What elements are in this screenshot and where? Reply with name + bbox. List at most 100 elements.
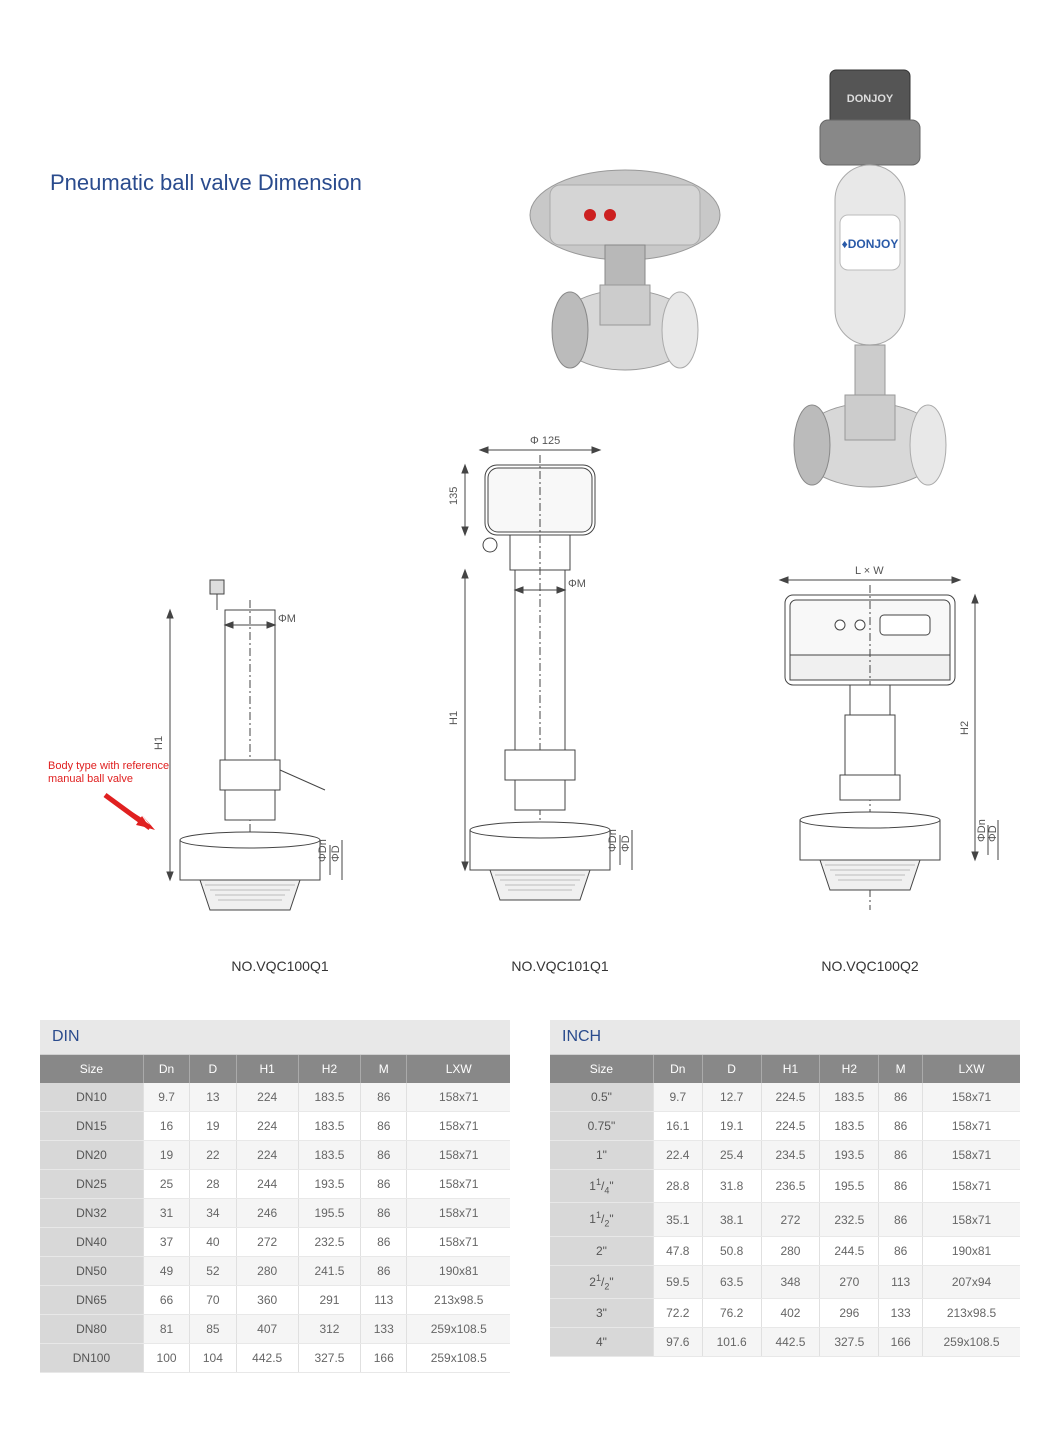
table-cell: 86 [879, 1170, 923, 1203]
table-cell: 236.5 [761, 1170, 820, 1203]
table-cell: 1" [550, 1141, 653, 1170]
table-cell: 47.8 [653, 1236, 702, 1265]
table-cell: 86 [361, 1112, 407, 1141]
table-cell: DN20 [40, 1141, 143, 1170]
table-cell: 158x71 [407, 1141, 510, 1170]
table-cell: 259x108.5 [923, 1328, 1020, 1357]
table-cell: 207x94 [923, 1265, 1020, 1298]
table-row: DN201922224183.586158x71 [40, 1141, 510, 1170]
table-cell: 193.5 [298, 1170, 360, 1199]
table-row: DN808185407312133259x108.5 [40, 1315, 510, 1344]
table-cell: 86 [361, 1199, 407, 1228]
table-cell: 16 [143, 1112, 189, 1141]
svg-text:ΦM: ΦM [568, 578, 586, 590]
table-header: H2 [298, 1055, 360, 1083]
table-cell: 166 [361, 1344, 407, 1373]
svg-text:ΦDn: ΦDn [607, 829, 619, 852]
svg-text:ΦDn: ΦDn [317, 839, 329, 862]
table-cell: 66 [143, 1286, 189, 1315]
table-row: 1"22.425.4234.5193.586158x71 [550, 1141, 1020, 1170]
table-cell: 50.8 [702, 1236, 761, 1265]
table-cell: DN65 [40, 1286, 143, 1315]
table-row: DN151619224183.586158x71 [40, 1112, 510, 1141]
din-table: SizeDnDH1H2MLXW DN109.713224183.586158x7… [40, 1055, 510, 1373]
table-cell: 9.7 [653, 1083, 702, 1112]
svg-text:ΦD: ΦD [987, 825, 999, 842]
table-cell: 31 [143, 1199, 189, 1228]
table-cell: 402 [761, 1299, 820, 1328]
table-cell: 158x71 [923, 1083, 1020, 1112]
table-cell: 442.5 [761, 1328, 820, 1357]
table-row: DN100100104442.5327.5166259x108.5 [40, 1344, 510, 1373]
table-cell: 133 [879, 1299, 923, 1328]
table-cell: 13 [190, 1083, 236, 1112]
table-cell: 158x71 [407, 1112, 510, 1141]
table-cell: 158x71 [407, 1199, 510, 1228]
table-row: DN403740272232.586158x71 [40, 1228, 510, 1257]
table-cell: 224 [236, 1112, 298, 1141]
table-cell: 113 [361, 1286, 407, 1315]
table-cell: 259x108.5 [407, 1315, 510, 1344]
table-cell: 158x71 [923, 1170, 1020, 1203]
table-cell: 63.5 [702, 1265, 761, 1298]
table-cell: 76.2 [702, 1299, 761, 1328]
table-row: DN656670360291113213x98.5 [40, 1286, 510, 1315]
table-header: LXW [407, 1055, 510, 1083]
table-cell: 70 [190, 1286, 236, 1315]
svg-text:ΦD: ΦD [330, 845, 342, 862]
inch-table-title: INCH [550, 1020, 1020, 1055]
table-cell: 166 [879, 1328, 923, 1357]
table-cell: 183.5 [298, 1083, 360, 1112]
table-cell: 232.5 [298, 1228, 360, 1257]
table-cell: 28 [190, 1170, 236, 1199]
din-table-block: DIN SizeDnDH1H2MLXW DN109.713224183.5861… [40, 1020, 510, 1373]
table-cell: 25.4 [702, 1141, 761, 1170]
table-cell: 133 [361, 1315, 407, 1344]
table-cell: 11/2" [550, 1203, 653, 1236]
table-cell: 19 [190, 1112, 236, 1141]
table-cell: 183.5 [820, 1083, 879, 1112]
table-cell: 100 [143, 1344, 189, 1373]
table-cell: 52 [190, 1257, 236, 1286]
table-cell: 86 [879, 1112, 923, 1141]
table-header: M [361, 1055, 407, 1083]
table-header: D [702, 1055, 761, 1083]
table-cell: 86 [361, 1141, 407, 1170]
table-header: D [190, 1055, 236, 1083]
table-cell: 11/4" [550, 1170, 653, 1203]
table-cell: 86 [879, 1141, 923, 1170]
svg-text:H1: H1 [448, 711, 460, 725]
table-cell: 234.5 [761, 1141, 820, 1170]
table-cell: 158x71 [407, 1083, 510, 1112]
table-cell: 0.5" [550, 1083, 653, 1112]
table-cell: 19 [143, 1141, 189, 1170]
table-cell: 270 [820, 1265, 879, 1298]
table-cell: 25 [143, 1170, 189, 1199]
table-cell: 190x81 [923, 1236, 1020, 1265]
table-cell: 224 [236, 1083, 298, 1112]
table-cell: DN50 [40, 1257, 143, 1286]
table-cell: 190x81 [407, 1257, 510, 1286]
table-cell: 241.5 [298, 1257, 360, 1286]
table-header: M [879, 1055, 923, 1083]
table-cell: 291 [298, 1286, 360, 1315]
table-cell: 101.6 [702, 1328, 761, 1357]
table-row: 4"97.6101.6442.5327.5166259x108.5 [550, 1328, 1020, 1357]
table-cell: 272 [761, 1203, 820, 1236]
table-cell: 213x98.5 [923, 1299, 1020, 1328]
table-cell: 49 [143, 1257, 189, 1286]
table-cell: DN100 [40, 1344, 143, 1373]
table-cell: 312 [298, 1315, 360, 1344]
table-cell: 86 [879, 1203, 923, 1236]
table-row: DN252528244193.586158x71 [40, 1170, 510, 1199]
table-cell: 158x71 [923, 1112, 1020, 1141]
table-cell: 272 [236, 1228, 298, 1257]
table-cell: 2" [550, 1236, 653, 1265]
table-cell: 0.75" [550, 1112, 653, 1141]
table-cell: 158x71 [407, 1228, 510, 1257]
table-row: DN323134246195.586158x71 [40, 1199, 510, 1228]
table-cell: 72.2 [653, 1299, 702, 1328]
table-cell: DN10 [40, 1083, 143, 1112]
table-cell: 21/2" [550, 1265, 653, 1298]
table-cell: 22 [190, 1141, 236, 1170]
